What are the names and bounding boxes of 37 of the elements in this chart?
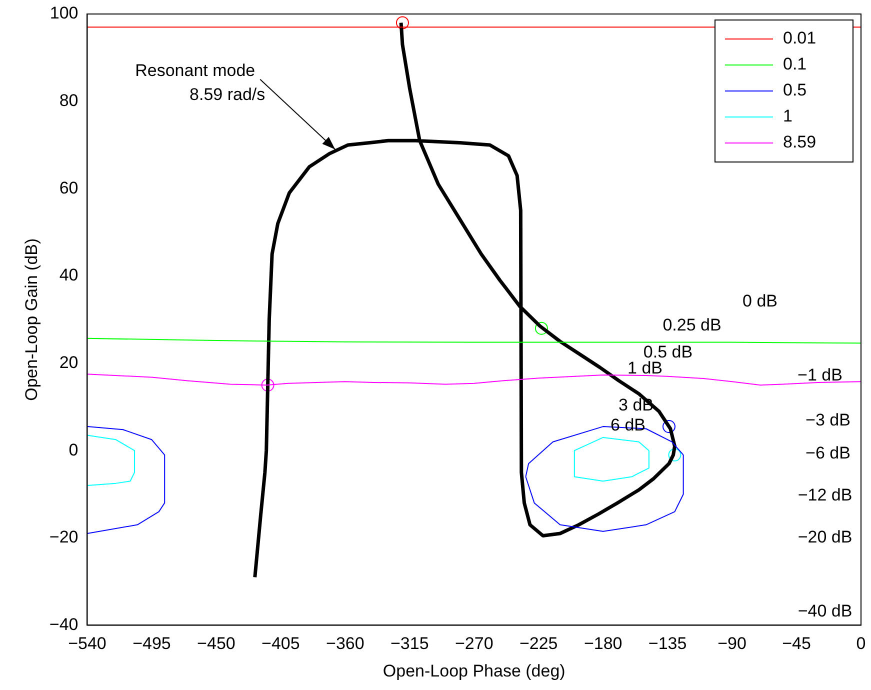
annotation: −20 dB	[798, 528, 852, 547]
y-tick-label: 0	[68, 440, 78, 460]
legend-label: 1	[783, 106, 792, 126]
legend-label: 0.1	[783, 54, 807, 74]
x-tick-label: −180	[584, 634, 622, 654]
x-tick-label: −315	[390, 634, 429, 654]
x-tick-label: −270	[454, 634, 494, 654]
legend-label: 8.59	[783, 132, 816, 152]
annotation: −1 dB	[798, 366, 842, 385]
x-tick-label: −405	[262, 634, 300, 654]
x-tick-label: 0	[856, 634, 866, 654]
y-tick-label: 80	[59, 91, 78, 110]
y-axis-title: Open-Loop Gain (dB)	[22, 238, 41, 401]
x-tick-label: −135	[648, 634, 687, 654]
x-tick-label: −225	[519, 634, 558, 654]
x-tick-label: −495	[132, 634, 171, 654]
annotation: Resonant mode 8.59 rad/s	[135, 61, 266, 104]
legend-label: 0.5	[783, 80, 807, 100]
y-tick-label: 40	[59, 266, 78, 285]
x-tick-label: −450	[197, 634, 236, 654]
annotation: −6 dB	[806, 444, 850, 463]
x-axis-title: Open-Loop Phase (deg)	[382, 661, 566, 680]
x-tick-label: −540	[68, 634, 106, 654]
annotation: −3 dB	[806, 410, 850, 430]
y-tick-label: 20	[59, 352, 78, 372]
annotation: −12 dB	[798, 486, 852, 505]
y-tick-label: −20	[49, 528, 78, 547]
annotation: 0.25 dB	[662, 316, 722, 335]
y-tick-label: 100	[50, 4, 78, 23]
annotation: −40 dB	[798, 602, 852, 621]
y-tick-label: −40	[49, 614, 78, 634]
x-tick-label: −360	[326, 634, 364, 654]
annotation: 0 dB	[742, 292, 778, 311]
y-tick-label: 60	[59, 178, 78, 198]
x-tick-label: −45	[782, 634, 811, 654]
legend-label: 0.01	[783, 28, 816, 48]
x-tick-label: −90	[718, 634, 746, 654]
